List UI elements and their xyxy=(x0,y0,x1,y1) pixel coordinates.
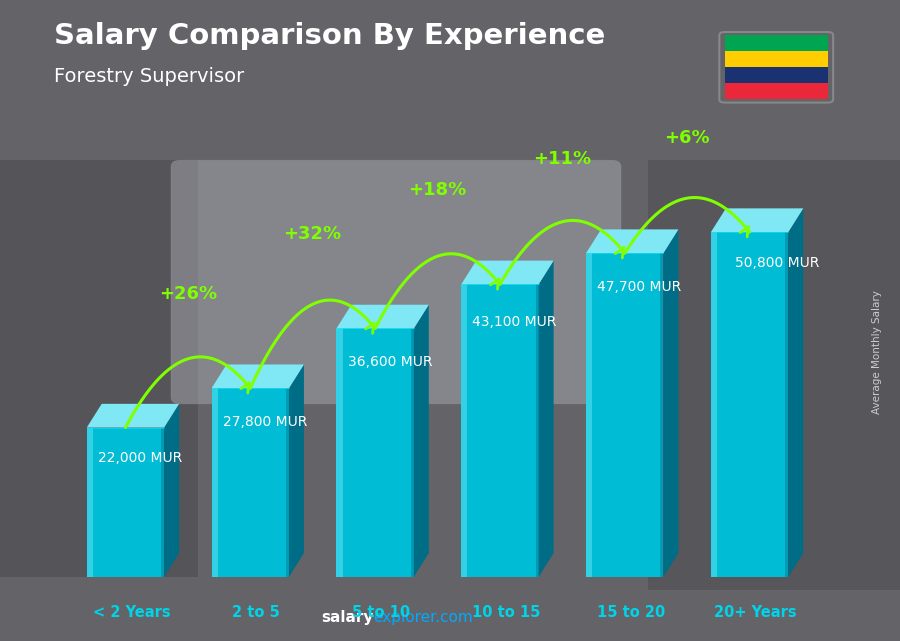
Polygon shape xyxy=(711,208,804,232)
Text: Forestry Supervisor: Forestry Supervisor xyxy=(54,67,244,87)
Polygon shape xyxy=(337,328,343,577)
Polygon shape xyxy=(461,285,538,577)
FancyBboxPatch shape xyxy=(171,160,621,404)
Text: +6%: +6% xyxy=(664,129,710,147)
Text: +32%: +32% xyxy=(284,225,342,243)
Polygon shape xyxy=(586,253,592,577)
Bar xyxy=(724,83,828,99)
Polygon shape xyxy=(86,428,93,577)
Bar xyxy=(724,67,828,83)
Text: explorer.com: explorer.com xyxy=(374,610,473,625)
Text: 27,800 MUR: 27,800 MUR xyxy=(223,415,307,429)
Polygon shape xyxy=(410,328,414,577)
Polygon shape xyxy=(711,232,717,577)
Polygon shape xyxy=(212,388,218,577)
Polygon shape xyxy=(161,428,164,577)
Polygon shape xyxy=(711,232,788,577)
Polygon shape xyxy=(286,388,289,577)
Polygon shape xyxy=(538,261,554,577)
Polygon shape xyxy=(86,404,179,428)
Text: < 2 Years: < 2 Years xyxy=(93,604,170,620)
Polygon shape xyxy=(337,328,414,577)
Bar xyxy=(724,51,828,67)
Polygon shape xyxy=(648,160,900,590)
Polygon shape xyxy=(663,229,679,577)
Polygon shape xyxy=(86,428,164,577)
Text: 47,700 MUR: 47,700 MUR xyxy=(598,280,681,294)
Polygon shape xyxy=(586,229,679,253)
Polygon shape xyxy=(289,365,304,577)
Text: 20+ Years: 20+ Years xyxy=(715,604,796,620)
Text: +18%: +18% xyxy=(409,181,466,199)
Text: 10 to 15: 10 to 15 xyxy=(472,604,540,620)
Text: salary: salary xyxy=(321,610,374,625)
Text: 43,100 MUR: 43,100 MUR xyxy=(472,315,557,329)
Polygon shape xyxy=(414,304,428,577)
Text: +11%: +11% xyxy=(534,150,591,168)
Polygon shape xyxy=(212,365,304,388)
Bar xyxy=(724,35,828,51)
Polygon shape xyxy=(212,388,289,577)
Text: Salary Comparison By Experience: Salary Comparison By Experience xyxy=(54,22,605,51)
Text: 22,000 MUR: 22,000 MUR xyxy=(98,451,182,465)
Polygon shape xyxy=(461,285,467,577)
Text: 36,600 MUR: 36,600 MUR xyxy=(347,355,432,369)
Polygon shape xyxy=(0,160,198,577)
Polygon shape xyxy=(661,253,663,577)
Text: 15 to 20: 15 to 20 xyxy=(597,604,665,620)
Text: 50,800 MUR: 50,800 MUR xyxy=(734,256,819,270)
Text: Average Monthly Salary: Average Monthly Salary xyxy=(872,290,883,415)
Polygon shape xyxy=(586,253,663,577)
Polygon shape xyxy=(164,404,179,577)
Polygon shape xyxy=(461,261,554,285)
Polygon shape xyxy=(785,232,788,577)
Text: +26%: +26% xyxy=(158,285,217,303)
Text: 2 to 5: 2 to 5 xyxy=(232,604,280,620)
Polygon shape xyxy=(788,208,804,577)
Polygon shape xyxy=(337,304,428,328)
Text: 5 to 10: 5 to 10 xyxy=(352,604,410,620)
Polygon shape xyxy=(536,285,538,577)
